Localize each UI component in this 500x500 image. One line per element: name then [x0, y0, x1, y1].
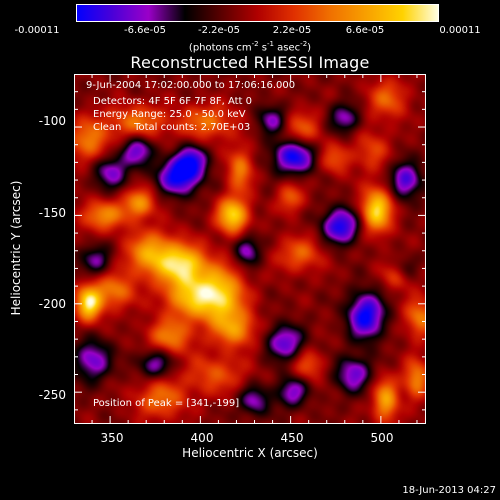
- heatmap-image: [74, 74, 426, 424]
- x-tick-label: 500: [370, 431, 394, 445]
- heatmap-plot: [74, 74, 426, 424]
- x-tick-label: 400: [190, 431, 214, 445]
- colorbar-gradient: [76, 4, 439, 22]
- y-axis-label: Heliocentric Y (arcsec): [9, 180, 23, 316]
- x-tick-label: 450: [280, 431, 304, 445]
- colorbar-tick-label: -2.2e-05: [198, 25, 240, 36]
- y-tick-label: -100: [38, 114, 66, 128]
- colorbar: [76, 4, 439, 22]
- x-tick-label: 350: [100, 431, 124, 445]
- time-range-label: 9-Jun-2004 17:02:00.000 to 17:06:16.000: [86, 80, 296, 91]
- y-tick-label: -250: [38, 388, 66, 402]
- colorbar-tick-label: -6.6e-05: [124, 25, 166, 36]
- colorbar-tick-label: 2.2e-05: [272, 25, 312, 36]
- colorbar-tick-label: -0.00011: [14, 25, 60, 36]
- y-tick-label: -150: [38, 206, 66, 220]
- peak-position-label: Position of Peak = [341,-199]: [93, 398, 240, 409]
- energy-range-label: Energy Range: 25.0 - 50.0 keV: [93, 109, 246, 120]
- x-axis-label: Heliocentric X (arcsec): [182, 446, 318, 460]
- y-tick-label: -200: [38, 297, 66, 311]
- colorbar-tick-label: 0.00011: [439, 25, 481, 36]
- algorithm-counts-label: Clean Total counts: 2.70E+03: [93, 122, 251, 133]
- colorbar-units: (photons cm-2 s-1 asec-2): [188, 40, 312, 54]
- detectors-label: Detectors: 4F 5F 6F 7F 8F, Att 0: [93, 96, 253, 107]
- colorbar-tick-label: 6.6e-05: [345, 25, 385, 36]
- generation-timestamp: 18-Jun-2013 04:27: [402, 485, 496, 496]
- plot-title: Reconstructed RHESSI Image: [130, 53, 370, 72]
